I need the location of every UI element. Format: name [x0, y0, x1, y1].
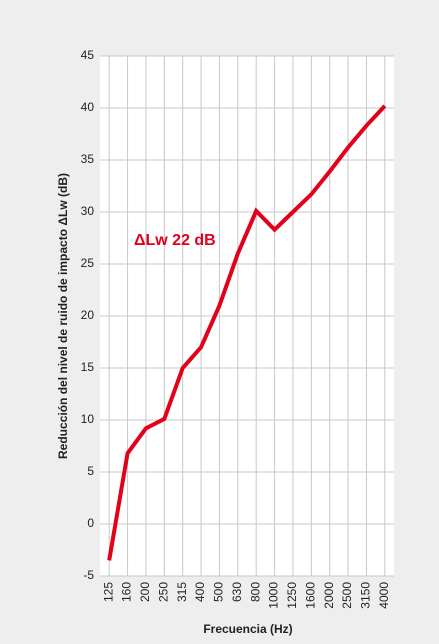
- x-tick-label: 315: [175, 582, 189, 602]
- y-tick-label: 40: [81, 100, 95, 114]
- x-tick-label: 200: [138, 582, 152, 602]
- x-tick-label: 1600: [303, 582, 317, 609]
- x-tick-label: 800: [248, 582, 262, 602]
- x-tick-label: 250: [156, 582, 170, 602]
- x-tick-label: 630: [230, 582, 244, 602]
- x-tick-label: 125: [101, 582, 115, 602]
- y-tick-label: 25: [81, 256, 95, 270]
- y-tick-label: 20: [81, 308, 95, 322]
- x-tick-label: 2500: [340, 582, 354, 609]
- y-tick-label: 30: [81, 204, 95, 218]
- x-tick-label: 400: [193, 582, 207, 602]
- y-tick-label: -5: [83, 568, 94, 582]
- y-tick-label: 0: [87, 516, 94, 530]
- y-tick-label: 5: [87, 464, 94, 478]
- x-tick-label: 4000: [377, 582, 391, 609]
- x-tick-label: 3150: [359, 582, 373, 609]
- y-tick-label: 15: [81, 360, 95, 374]
- x-tick-label: 2000: [322, 582, 336, 609]
- y-axis-label: Reducción del nivel de ruido de impacto …: [56, 173, 70, 459]
- x-tick-label: 500: [212, 582, 226, 602]
- y-tick-label: 45: [81, 48, 95, 62]
- annotation: ΔLw 22 dB: [134, 232, 216, 249]
- x-tick-label: 1250: [285, 582, 299, 609]
- y-tick-label: 35: [81, 152, 95, 166]
- x-tick-label: 160: [120, 582, 134, 602]
- line-series: [107, 104, 387, 561]
- x-tick-label: 1000: [267, 582, 281, 609]
- y-tick-label: 10: [81, 412, 95, 426]
- x-axis-label: Frecuencia (Hz): [203, 622, 292, 636]
